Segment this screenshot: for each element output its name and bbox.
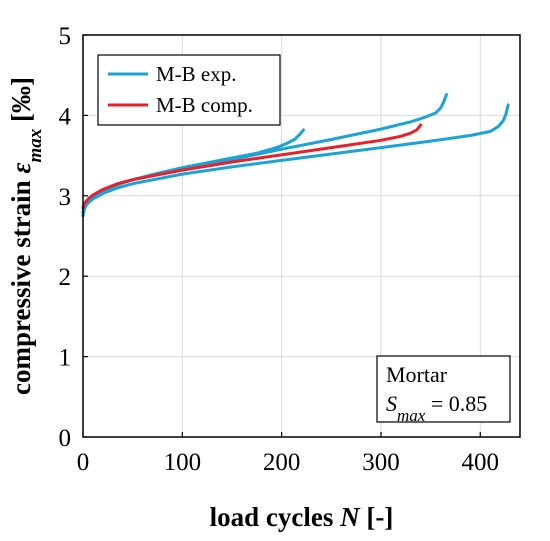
y-tick-label: 5 (59, 23, 72, 50)
x-tick-label: 0 (77, 449, 90, 476)
x-tick-label: 100 (164, 449, 202, 476)
series-exp-line-2 (81, 103, 510, 215)
annotation-box: Mortar Smax = 0.85 (376, 355, 511, 425)
y-tick-label: 3 (59, 184, 72, 211)
y-tick-label: 2 (59, 264, 72, 291)
y-tick-label: 0 (59, 425, 72, 452)
series-comp-line (81, 123, 423, 210)
series-layer (81, 93, 510, 218)
x-tick-label: 200 (263, 449, 301, 476)
annotation-frame (376, 355, 511, 423)
plot-frame (82, 34, 521, 438)
x-tick-label: 300 (362, 449, 400, 476)
legend-box (97, 54, 281, 126)
legend-label-comp: M-B comp. (156, 93, 253, 117)
x-axis-label: load cycles N [-] (210, 502, 394, 532)
annotation-stress-level: Smax = 0.85 (386, 391, 487, 425)
x-tick-label: 400 (462, 449, 500, 476)
tick-labels: 0 100 200 300 400 0 1 2 3 4 5 (59, 23, 500, 476)
legend-label-exp: M-B exp. (156, 62, 237, 86)
y-tick-label: 4 (59, 103, 72, 130)
legend: M-B exp. M-B comp. (97, 54, 281, 126)
y-tick-label: 1 (59, 345, 72, 372)
annotation-material: Mortar (386, 362, 448, 387)
y-axis-label: compressive strain εmax [‰] (6, 77, 46, 395)
